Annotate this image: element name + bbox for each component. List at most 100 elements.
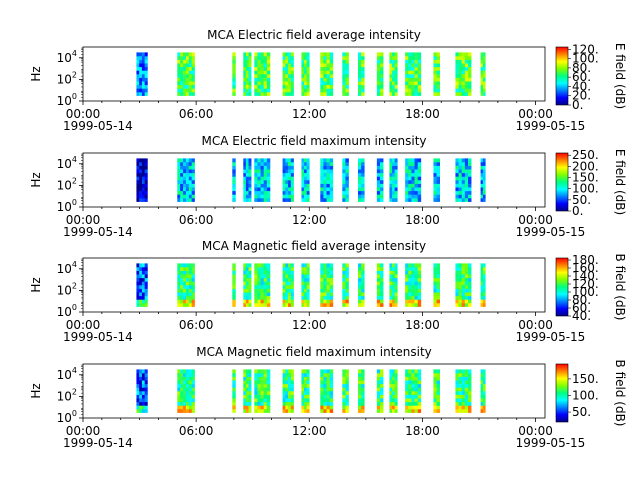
spectrogram-cell (436, 172, 441, 177)
spectrogram-cell (436, 387, 441, 392)
data-block (358, 263, 365, 307)
spectrogram-cell (329, 394, 334, 399)
spectrogram-cell (177, 263, 181, 268)
spectrogram-cell (188, 263, 192, 268)
spectrogram-cell (254, 263, 258, 268)
axes-frame (82, 257, 546, 313)
spectrogram-cell (191, 303, 195, 307)
spectrogram-cell (232, 77, 236, 82)
spectrogram-cell (260, 369, 265, 374)
spectrogram-cell (141, 398, 145, 403)
spectrogram-cell (361, 92, 365, 96)
spectrogram-cell (185, 77, 190, 82)
spectrogram-cell (320, 373, 324, 377)
spectrogram-cell (285, 158, 289, 163)
spectrogram-cell (329, 295, 334, 300)
spectrogram-cell (177, 373, 181, 377)
spectrogram-cell (144, 92, 148, 96)
spectrogram-cell (191, 165, 195, 170)
spectrogram-cell (301, 70, 305, 75)
spectrogram-cell (455, 394, 459, 399)
spectrogram-cell (144, 277, 148, 282)
spectrogram-cell (361, 81, 365, 86)
spectrogram-cell (482, 77, 486, 82)
spectrogram-cell (480, 88, 484, 93)
spectrogram-cell (183, 369, 187, 374)
data-block (455, 52, 472, 96)
spectrogram-cell (139, 66, 143, 71)
spectrogram-cell (290, 295, 294, 300)
spectrogram-cell (417, 180, 422, 184)
spectrogram-cell (180, 263, 184, 268)
spectrogram-cell (136, 380, 140, 385)
spectrogram-cell (408, 292, 412, 297)
spectrogram-cell (480, 165, 484, 170)
spectrogram-cell (414, 56, 419, 60)
spectrogram-cell (468, 172, 472, 177)
spectrogram-cell (185, 295, 190, 300)
spectrogram-cell (254, 169, 258, 174)
spectrogram-cell (376, 187, 381, 192)
spectrogram-cell (329, 263, 334, 268)
spectrogram-cell (358, 81, 362, 86)
spectrogram-cell (389, 77, 393, 82)
spectrogram-cell (288, 405, 292, 410)
spectrogram-cell (389, 165, 393, 170)
spectrogram-cell (394, 376, 398, 381)
spectrogram-cell (326, 292, 331, 297)
spectrogram-cell (345, 288, 349, 293)
spectrogram-cell (282, 274, 286, 279)
spectrogram-cell (392, 263, 395, 268)
spectrogram-cell (188, 401, 192, 406)
spectrogram-cell (285, 369, 289, 374)
spectrogram-cell (482, 63, 486, 68)
spectrogram-cell (361, 165, 365, 170)
spectrogram-cell (320, 92, 324, 96)
spectrogram-cell (180, 373, 184, 377)
spectrogram-cell (455, 380, 459, 385)
spectrogram-cell (394, 267, 398, 271)
spectrogram-cell (248, 405, 252, 410)
spectrogram-cell (433, 176, 437, 181)
spectrogram-cell (461, 180, 466, 184)
spectrogram-cell (248, 288, 252, 293)
spectrogram-cell (326, 398, 331, 403)
spectrogram-cell (139, 176, 143, 181)
spectrogram-cell (345, 394, 349, 399)
spectrogram-cell (480, 59, 484, 64)
spectrogram-cell (191, 267, 195, 271)
spectrogram-cell (436, 380, 441, 385)
spectrogram-cell (243, 380, 247, 385)
spectrogram-cell (461, 401, 466, 406)
spectrogram-cell (326, 263, 331, 268)
y-axis-label: Hz (29, 383, 43, 398)
spectrogram-cell (301, 380, 305, 385)
spectrogram-cell (358, 180, 362, 184)
data-block (376, 263, 384, 307)
spectrogram-cell (323, 274, 327, 279)
spectrogram-cell (144, 66, 148, 71)
spectrogram-cell (376, 288, 381, 293)
spectrogram-cell (248, 162, 252, 166)
spectrogram-cell (342, 409, 346, 413)
spectrogram-cell (188, 409, 192, 413)
spectrogram-cell (260, 299, 265, 304)
spectrogram-data (136, 369, 486, 413)
spectrogram-cell (320, 394, 324, 399)
spectrogram-cell (436, 295, 441, 300)
spectrogram-cell (455, 292, 459, 297)
spectrogram-cell (358, 194, 362, 199)
spectrogram-cell (394, 187, 398, 192)
spectrogram-cell (376, 190, 381, 195)
spectrogram-cell (183, 77, 187, 82)
spectrogram-cell (345, 187, 349, 192)
spectrogram-cell (389, 169, 393, 174)
spectrogram-cell (326, 274, 331, 279)
spectrogram-cell (455, 285, 459, 289)
spectrogram-cell (417, 409, 422, 413)
spectrogram-cell (417, 88, 422, 93)
spectrogram-cell (392, 394, 395, 399)
spectrogram-cell (248, 172, 252, 177)
spectrogram-cell (455, 295, 459, 300)
spectrogram-cell (320, 376, 324, 381)
